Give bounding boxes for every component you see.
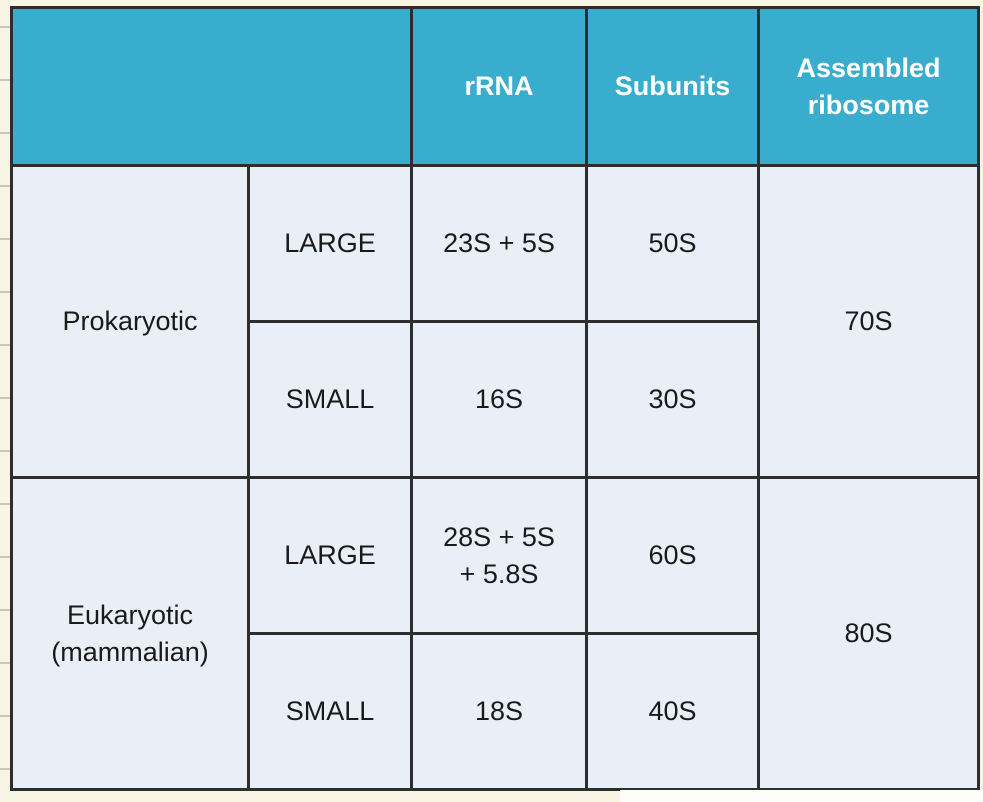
cell-prokaryotic-small-subunit: 30S (585, 320, 760, 479)
header-blank-cell (10, 6, 413, 167)
cell-prokaryotic-small-rrna: 16S (410, 320, 588, 479)
cell-organism-prokaryotic: Prokaryotic (10, 164, 250, 479)
cell-prokaryotic-large-label: LARGE (247, 164, 413, 323)
header-rrna: rRNA (410, 6, 588, 167)
cell-eukaryotic-large-subunit: 60S (585, 476, 760, 635)
header-assembled-ribosome: Assembled ribosome (757, 6, 980, 167)
cell-prokaryotic-large-subunit: 50S (585, 164, 760, 323)
cell-eukaryotic-large-label: LARGE (247, 476, 413, 635)
header-row: rRNA Subunits Assembled ribosome (10, 6, 980, 167)
cell-prokaryotic-large-rrna: 23S + 5S (410, 164, 588, 323)
table-row-eukaryotic-small: SMALL 18S 40S (12, 632, 979, 791)
cell-organism-eukaryotic: Eukaryotic (mammalian) (10, 476, 250, 791)
cell-eukaryotic-assembled: 80S (757, 476, 980, 791)
header-subunits: Subunits (585, 6, 760, 167)
table-row-prokaryotic-large: Prokaryotic LARGE 23S + 5S 50S 70S (10, 164, 980, 479)
cell-prokaryotic-small-label: SMALL (247, 320, 413, 479)
cell-eukaryotic-large-rrna: 28S + 5S + 5.8S (410, 476, 588, 635)
bottom-white-strip (620, 790, 983, 802)
ribosome-comparison-table: rRNA Subunits Assembled ribosome Prokary… (10, 6, 980, 791)
cell-eukaryotic-small-rrna: 18S (410, 632, 588, 791)
notebook-ruled-lines (0, 0, 12, 802)
cell-prokaryotic-assembled: 70S (757, 164, 980, 479)
cell-eukaryotic-small-label: SMALL (247, 632, 413, 791)
table-row-prokaryotic-small: SMALL 16S 30S (12, 320, 979, 479)
table-row-eukaryotic-large: Eukaryotic (mammalian) LARGE 28S + 5S + … (10, 476, 980, 791)
cell-eukaryotic-small-subunit: 40S (585, 632, 760, 791)
